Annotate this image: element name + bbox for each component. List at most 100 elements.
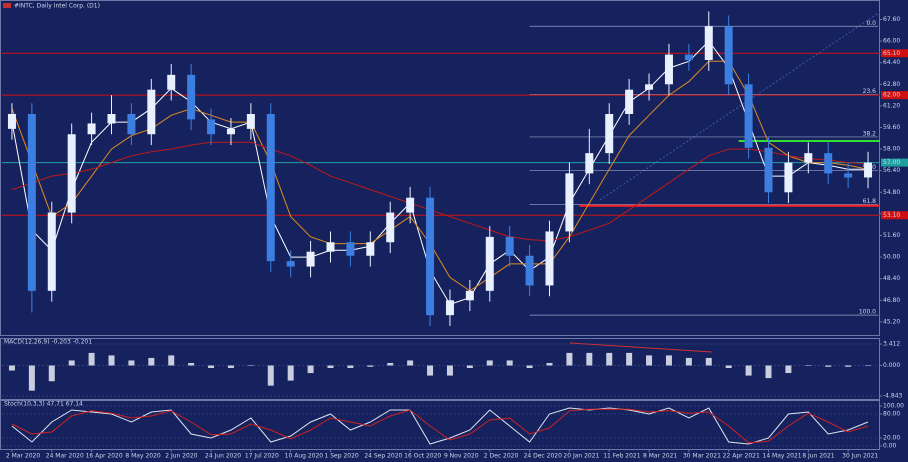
candle-body bbox=[226, 128, 235, 135]
chart-title: #INTC, Daily Intel Corp. (D1) bbox=[14, 3, 100, 10]
histogram-bar bbox=[28, 365, 35, 391]
histogram-bar bbox=[88, 352, 95, 366]
candle-body bbox=[864, 162, 873, 178]
x-tick-label: 8 Mar 2021 bbox=[643, 453, 677, 460]
fib-label: 100.0 bbox=[859, 309, 876, 316]
candle-body bbox=[784, 162, 793, 193]
y-tick-label: 61.20 bbox=[883, 102, 900, 109]
histogram-bar bbox=[168, 355, 175, 366]
fib-label: 38.2 bbox=[863, 130, 877, 137]
histogram-bar bbox=[48, 365, 55, 382]
candle-body bbox=[724, 26, 733, 85]
price-tag bbox=[881, 158, 908, 167]
y-tick-label: 0.000 bbox=[883, 362, 900, 369]
x-tick-label: 11 Feb 2021 bbox=[603, 453, 641, 460]
y-tick-label: 51.60 bbox=[883, 232, 900, 239]
y-tick-label: -4.843 bbox=[883, 393, 903, 400]
histogram-bar bbox=[845, 365, 852, 367]
candle-body bbox=[804, 153, 813, 163]
y-tick-label: 80.00 bbox=[883, 411, 900, 418]
oscillator-line bbox=[11, 407, 869, 445]
x-tick-label: 22 Apr 2021 bbox=[723, 453, 760, 460]
y-tick-label: 67.60 bbox=[883, 16, 900, 23]
y-tick-label: 48.40 bbox=[883, 275, 900, 282]
histogram-bar bbox=[705, 357, 712, 366]
candle-body bbox=[207, 119, 216, 135]
histogram-bar bbox=[427, 365, 434, 376]
x-tick-label: 20 Jan 2021 bbox=[563, 453, 599, 460]
candle-body bbox=[67, 134, 76, 213]
histogram-bar bbox=[208, 365, 215, 369]
y-tick-label: 46.80 bbox=[883, 297, 900, 304]
histogram-bar bbox=[865, 365, 872, 366]
oscillator-line bbox=[11, 408, 869, 444]
candle-body bbox=[684, 54, 693, 60]
x-tick-label: 14 May 2021 bbox=[763, 453, 802, 460]
price-tag-label: 62.00 bbox=[883, 92, 900, 99]
candle-body bbox=[824, 153, 833, 174]
candle-body bbox=[605, 114, 614, 154]
x-tick-label: 24 Jun 2020 bbox=[205, 453, 241, 460]
x-tick-label: 24 Mar 2020 bbox=[46, 453, 84, 460]
histogram-bar bbox=[307, 365, 314, 374]
histogram-bar bbox=[148, 357, 155, 366]
y-tick-label: 45.20 bbox=[883, 318, 900, 325]
x-tick-label: 2 Jun 2020 bbox=[165, 453, 197, 460]
y-tick-label: 58.00 bbox=[883, 146, 900, 153]
histogram-bar bbox=[546, 362, 553, 366]
histogram-bar bbox=[765, 365, 772, 379]
histogram-bar bbox=[128, 360, 135, 366]
histogram-bar bbox=[825, 365, 832, 367]
y-tick-label: 0.00 bbox=[883, 443, 897, 450]
candle-body bbox=[445, 300, 454, 316]
channel-line bbox=[599, 11, 881, 201]
histogram-bar bbox=[367, 365, 374, 367]
candle-body bbox=[386, 212, 395, 243]
histogram-bar bbox=[347, 365, 354, 369]
histogram-bar bbox=[486, 360, 493, 366]
x-tick-label: 10 Aug 2020 bbox=[285, 453, 324, 460]
x-tick-label: 24 Sep 2020 bbox=[364, 453, 402, 460]
candle-body bbox=[47, 212, 56, 291]
candle-body bbox=[565, 173, 574, 232]
y-tick-label: 3.412 bbox=[883, 341, 900, 348]
histogram-bar bbox=[188, 362, 195, 366]
main-panel-frame bbox=[0, 0, 880, 336]
histogram-bar bbox=[745, 365, 752, 376]
candle-body bbox=[744, 84, 753, 148]
fib-label: 23.6 bbox=[863, 88, 877, 95]
candle-body bbox=[187, 74, 196, 120]
histogram-bar bbox=[526, 365, 533, 369]
macd-divergence-line bbox=[569, 342, 713, 353]
y-tick-label: 64.40 bbox=[883, 59, 900, 66]
histogram-bar bbox=[247, 365, 254, 366]
y-tick-label: 66.00 bbox=[883, 38, 900, 45]
histogram-bar bbox=[466, 365, 473, 369]
histogram-bar bbox=[506, 360, 513, 366]
price-tag-label: 65.10 bbox=[883, 50, 900, 57]
price-tag bbox=[881, 91, 908, 100]
candle-body bbox=[246, 114, 255, 129]
x-tick-label: 8 May 2020 bbox=[125, 453, 160, 460]
candle-body bbox=[366, 242, 375, 256]
histogram-bar bbox=[287, 365, 294, 381]
moving-average bbox=[11, 141, 869, 242]
y-tick-label: 59.60 bbox=[883, 124, 900, 131]
candle-body bbox=[147, 89, 156, 135]
candle-body bbox=[27, 114, 36, 291]
candle-body bbox=[127, 114, 136, 135]
stoch-title: Stoch(10,3,3) 47.71 67.14 bbox=[4, 401, 83, 408]
histogram-bar bbox=[785, 365, 792, 374]
candle-body bbox=[306, 251, 315, 267]
histogram-bar bbox=[665, 355, 672, 366]
x-tick-label: 2 Dec 2020 bbox=[484, 453, 519, 460]
symbol-icon bbox=[3, 3, 11, 8]
histogram-bar bbox=[8, 365, 15, 371]
candle-body bbox=[286, 261, 295, 267]
candle-body bbox=[326, 242, 335, 252]
x-tick-label: 16 Apr 2020 bbox=[86, 453, 123, 460]
candle-body bbox=[585, 153, 594, 174]
candle-body bbox=[505, 236, 514, 256]
histogram-bar bbox=[606, 352, 613, 366]
macd-panel-frame bbox=[0, 338, 880, 400]
